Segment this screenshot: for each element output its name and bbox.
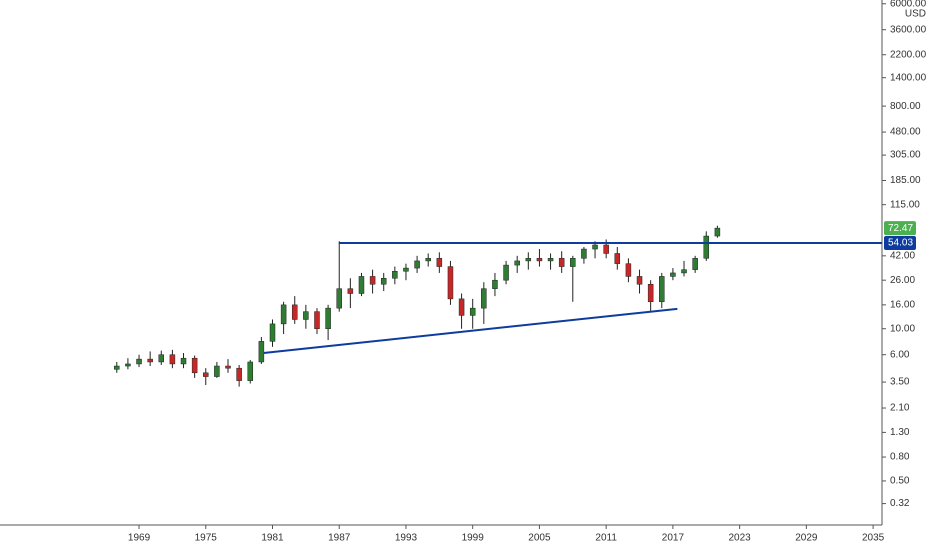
candle-body	[425, 258, 431, 262]
x-tick-label: 1993	[395, 533, 418, 544]
candle-body	[592, 244, 598, 250]
candle-body	[570, 258, 576, 267]
candle-body	[303, 311, 309, 320]
last-price-badge-label: 72.47	[888, 223, 913, 234]
y-tick-label: 480.00	[890, 127, 921, 138]
candle-body	[258, 341, 265, 363]
candle-body	[436, 258, 443, 267]
candle-body	[214, 365, 220, 377]
candle-body	[369, 276, 376, 285]
x-tick-label: 2023	[729, 533, 752, 544]
x-tick-label: 1981	[261, 533, 284, 544]
y-tick-label: 2200.00	[890, 49, 927, 60]
candle-body	[503, 264, 509, 281]
candle-body	[169, 354, 176, 365]
candle-body	[670, 272, 676, 277]
candle-body	[269, 323, 276, 342]
candle-body	[547, 258, 554, 262]
candle-body	[659, 276, 665, 303]
y-tick-label: 1400.00	[890, 72, 927, 83]
x-tick-label: 1969	[128, 533, 151, 544]
candle-body	[314, 311, 320, 329]
y-tick-label: 26.00	[890, 275, 915, 286]
candle-body	[158, 354, 165, 363]
x-tick-label: 1999	[462, 533, 485, 544]
candle-body	[581, 248, 587, 259]
candle-body	[558, 258, 565, 267]
y-tick-label: 10.00	[890, 323, 915, 334]
candle-body	[358, 276, 365, 294]
candle-body	[603, 244, 609, 254]
candle-body	[280, 304, 287, 325]
x-tick-label: 2005	[528, 533, 551, 544]
candle-body	[136, 358, 142, 365]
candle-body	[414, 260, 420, 269]
candle-body	[114, 365, 120, 370]
level-price-badge	[884, 236, 916, 251]
candle-body	[481, 288, 487, 309]
y-tick-label: 16.00	[890, 299, 915, 310]
trend-line	[263, 307, 678, 355]
y-tick-label: 305.00	[890, 150, 921, 161]
candle-body	[469, 307, 476, 316]
y-tick-label: 3600.00	[890, 24, 927, 35]
candle-body	[447, 266, 454, 300]
candle-body	[125, 363, 131, 367]
x-tick-label: 2011	[595, 533, 617, 544]
candle-body	[403, 267, 409, 272]
candle-body	[236, 367, 242, 381]
y-tick-label: 0.80	[890, 452, 910, 463]
y-tick-label: 115.00	[890, 199, 920, 210]
candle-body	[225, 365, 231, 369]
candle-body	[692, 258, 698, 270]
candle-body	[336, 288, 342, 309]
candle-body	[536, 258, 543, 262]
candle-body	[191, 357, 198, 374]
y-tick-label: 800.00	[890, 101, 921, 112]
candle-body	[625, 263, 632, 277]
candle-body	[347, 288, 354, 294]
x-tick-label: 1987	[328, 533, 351, 544]
level-price-badge-label: 54.03	[888, 238, 913, 249]
candle-body	[492, 279, 498, 289]
candle-body	[380, 278, 387, 285]
y-tick-label: 6000.00	[890, 0, 927, 9]
y-tick-label: 1.30	[890, 427, 910, 438]
x-tick-label: 2035	[862, 533, 885, 544]
candle-body	[703, 235, 710, 259]
y-tick-label: 3.50	[890, 377, 910, 388]
candle-body	[458, 298, 465, 316]
candle-body	[325, 307, 331, 329]
candle-body	[647, 284, 654, 303]
candle-body	[525, 258, 532, 262]
currency-label: USD	[905, 9, 926, 20]
candle-body	[681, 269, 687, 274]
y-tick-label: 185.00	[890, 175, 921, 186]
candle-body	[147, 358, 153, 363]
candle-body	[636, 276, 643, 285]
y-tick-label: 0.32	[890, 498, 910, 509]
y-tick-label: 2.10	[890, 403, 910, 414]
x-tick-label: 1975	[195, 533, 218, 544]
y-tick-label: 42.00	[890, 250, 915, 261]
last-price-badge	[884, 221, 916, 236]
candle-body	[514, 260, 520, 266]
candle-body	[180, 357, 187, 365]
candle-body	[392, 271, 398, 279]
candle-body	[203, 372, 209, 377]
candle-body	[291, 304, 298, 320]
candle-body	[614, 253, 621, 264]
y-tick-label: 0.50	[890, 476, 910, 487]
x-tick-label: 2029	[795, 533, 818, 544]
y-tick-label: 6.00	[890, 349, 910, 360]
x-tick-label: 2017	[662, 533, 685, 544]
candle-body	[714, 227, 721, 237]
candle-body	[247, 361, 254, 381]
